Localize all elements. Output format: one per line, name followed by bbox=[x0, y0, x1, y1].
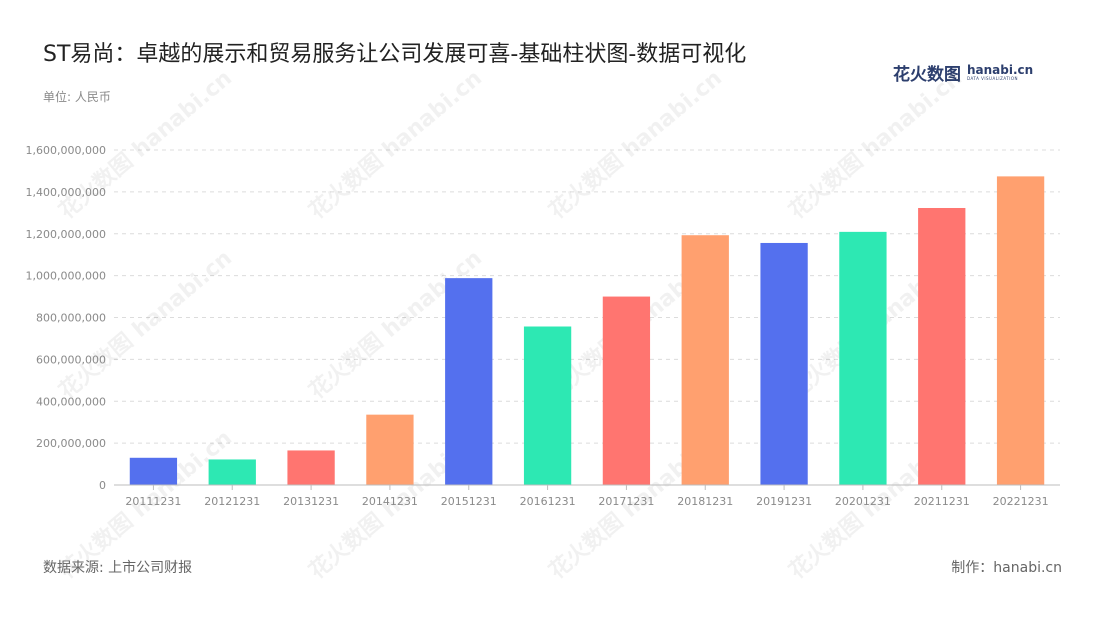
y-axis: 0 200,000,000 400,000,000 600,000,000 800,00… bbox=[26, 144, 106, 492]
x-tick-label: 20131231 bbox=[283, 495, 339, 508]
y-tick-label: 1,600,000,000 bbox=[26, 144, 106, 157]
bar[interactable] bbox=[839, 231, 887, 485]
x-axis: 20111231 20121231 20131231 20141231 20151231… bbox=[114, 484, 1060, 508]
y-tick-label: 400,000,000 bbox=[36, 395, 106, 408]
x-tick-label: 20151231 bbox=[441, 495, 497, 508]
watermark: 花火数图 hanabi.cn bbox=[544, 65, 727, 224]
bar[interactable] bbox=[445, 278, 493, 485]
logo-text-cn: 花火数图 bbox=[893, 64, 961, 85]
x-tick-label: 20111231 bbox=[125, 495, 181, 508]
logo-text-en: hanabi.cn bbox=[967, 62, 1034, 77]
x-tick-label: 20171231 bbox=[598, 495, 654, 508]
y-tick-label: 1,200,000,000 bbox=[26, 228, 106, 241]
bar[interactable] bbox=[366, 414, 414, 485]
logo-en-block: hanabi.cn DATA VISUALIZATION bbox=[967, 64, 1033, 81]
y-tick-label: 0 bbox=[99, 479, 106, 492]
bar[interactable] bbox=[918, 207, 966, 485]
unit-label: 单位: 人民币 bbox=[43, 90, 111, 104]
bar[interactable] bbox=[129, 457, 178, 485]
x-tick-label: 20141231 bbox=[362, 495, 418, 508]
y-tick-label: 600,000,000 bbox=[36, 353, 106, 366]
y-tick-label: 800,000,000 bbox=[36, 312, 106, 325]
x-tick-label: 20181231 bbox=[677, 495, 733, 508]
credit-note: 制作：hanabi.cn bbox=[951, 560, 1062, 576]
watermark: 花火数图 hanabi.cn bbox=[304, 65, 487, 224]
chart-title: ST易尚：卓越的展示和贸易服务让公司发展可喜-基础柱状图-数据可视化 bbox=[43, 42, 747, 67]
x-tick-label: 20201231 bbox=[835, 495, 891, 508]
x-tick-label: 20211231 bbox=[914, 495, 970, 508]
bar[interactable] bbox=[208, 459, 256, 485]
bar[interactable] bbox=[760, 242, 808, 485]
x-tick-label: 20121231 bbox=[204, 495, 260, 508]
watermark: 花火数图 hanabi.cn bbox=[784, 65, 967, 224]
bar[interactable] bbox=[523, 326, 572, 485]
x-tick-label: 20221231 bbox=[993, 495, 1049, 508]
watermark-layer: 花火数图 hanabi.cn 花火数图 hanabi.cn 花火数图 hanabi.… bbox=[54, 65, 967, 584]
grid-lines bbox=[114, 149, 1060, 444]
bar[interactable] bbox=[602, 296, 651, 485]
x-tick-label: 20191231 bbox=[756, 495, 812, 508]
bars-group bbox=[129, 176, 1045, 485]
logo-text-sub: DATA VISUALIZATION bbox=[967, 75, 1019, 81]
y-tick-label: 1,000,000,000 bbox=[26, 270, 106, 283]
brand-logo: 花火数图 hanabi.cn DATA VISUALIZATION bbox=[893, 60, 1033, 85]
data-source-note: 数据来源: 上市公司财报 bbox=[43, 560, 193, 576]
y-tick-label: 200,000,000 bbox=[36, 437, 106, 450]
bar[interactable] bbox=[681, 235, 729, 485]
x-tick-label: 20161231 bbox=[520, 495, 576, 508]
y-tick-label: 1,400,000,000 bbox=[26, 186, 106, 199]
bar[interactable] bbox=[996, 176, 1045, 485]
bar[interactable] bbox=[287, 450, 335, 485]
